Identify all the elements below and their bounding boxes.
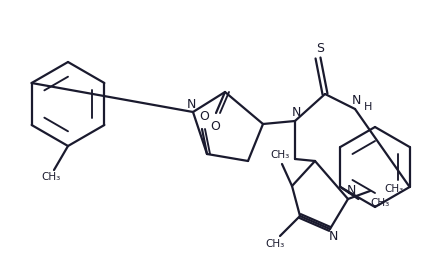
Text: CH₃: CH₃ — [265, 239, 285, 249]
Text: H: H — [364, 102, 372, 112]
Text: S: S — [316, 41, 324, 55]
Text: N: N — [328, 230, 338, 244]
Text: N: N — [346, 184, 356, 198]
Text: O: O — [210, 119, 220, 133]
Text: N: N — [291, 105, 301, 119]
Text: N: N — [351, 93, 361, 106]
Text: O: O — [199, 109, 209, 122]
Text: CH₃: CH₃ — [41, 172, 61, 182]
Text: CH₃: CH₃ — [384, 184, 403, 194]
Text: CH₃: CH₃ — [270, 150, 289, 160]
Text: N: N — [186, 98, 196, 110]
Text: CH₃: CH₃ — [370, 198, 390, 208]
